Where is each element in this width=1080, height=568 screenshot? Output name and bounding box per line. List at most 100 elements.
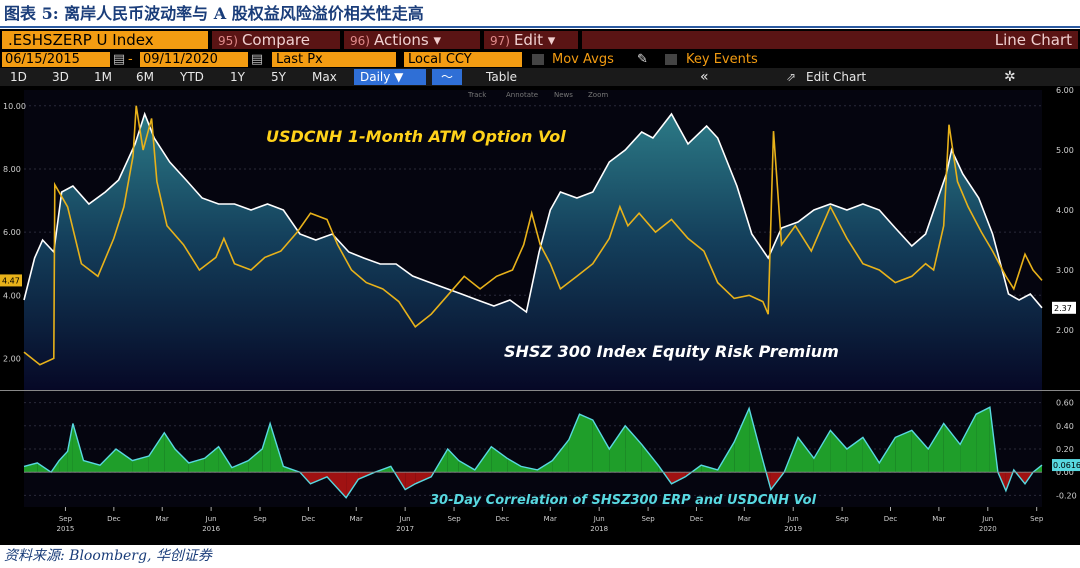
erp-line	[23, 111, 1043, 314]
timeframe-5y[interactable]: 5Y	[271, 70, 286, 84]
x-tick-label: Dec	[690, 515, 704, 523]
edit-chart-icon[interactable]: ⇗	[786, 70, 797, 84]
x-tick-label: Dec	[884, 515, 898, 523]
corr-last-value: 0.0616	[1053, 461, 1080, 470]
correlation-area-segment	[641, 444, 659, 473]
correlation-area-segment	[327, 472, 347, 498]
y-left-tick-label: 4.00	[3, 291, 21, 300]
actions-label: Actions ▾	[373, 31, 442, 49]
erp-area	[24, 114, 1042, 390]
timeframe-1m[interactable]: 1M	[94, 70, 112, 84]
bloomberg-terminal: .ESHSZERP U Index 95) Compare 96) Actions …	[0, 29, 1080, 545]
correlation-area-segment	[625, 425, 642, 473]
vol-line	[23, 105, 1043, 366]
correlation-area-segment	[928, 423, 944, 473]
correlation-area-segment	[204, 446, 219, 473]
correlation-area-segment	[248, 449, 263, 473]
collapse-icon[interactable]: «	[700, 69, 709, 85]
actions-shortcut: 96)	[350, 34, 370, 48]
timeframe-6m[interactable]: 6M	[136, 70, 154, 84]
correlation-line	[23, 406, 1043, 499]
field-select[interactable]: Last Px	[272, 52, 396, 67]
x-year-label: 2016	[202, 525, 220, 533]
frequency-select[interactable]: Daily ▼	[354, 69, 426, 85]
vol-last-value: 4.47	[2, 276, 20, 285]
calendar-icon[interactable]: ▤	[112, 52, 126, 67]
erp-series	[23, 111, 1043, 390]
axes: 2.00 4.00 6.00 8.00 10.00 2.00 3.00 4.00 5.00 6.0…	[0, 86, 1080, 533]
y-left-tick-label: 2.00	[3, 354, 21, 363]
correlation-area-segment	[671, 472, 686, 484]
x-tick-label: Mar	[156, 515, 169, 523]
correlation-area-segment	[943, 423, 961, 473]
zoom-tool[interactable]: Zoom	[588, 91, 608, 99]
calendar-icon[interactable]: ▤	[250, 52, 264, 67]
edit-shortcut: 97)	[490, 34, 510, 48]
ticker-field[interactable]: .ESHSZERP U Index	[2, 31, 208, 49]
gear-icon[interactable]: ✲	[1004, 69, 1016, 85]
x-tick-label: Jun	[399, 515, 411, 523]
correlation-area-segment	[83, 460, 100, 473]
x-tick-label: Sep	[253, 515, 267, 523]
correlation-area-segment	[67, 423, 73, 473]
start-date-field[interactable]: 06/15/2015	[2, 52, 110, 67]
news-tool[interactable]: News	[554, 91, 573, 99]
currency-select[interactable]: Local CCY	[404, 52, 522, 67]
correlation-area-segment	[609, 425, 626, 473]
correlation-area-segment	[148, 432, 165, 473]
correlation-area-segment	[59, 451, 68, 473]
timeframe-1y[interactable]: 1Y	[230, 70, 245, 84]
toolbar-dates: 06/15/2015 ▤ - 09/11/2020 ▤ Last Px Loca…	[0, 51, 1080, 68]
x-tick-label: Jun	[593, 515, 605, 523]
timeframe-ytd[interactable]: YTD	[180, 70, 204, 84]
x-tick-label: Dec	[496, 515, 510, 523]
timeframe-max[interactable]: Max	[312, 70, 337, 84]
correlation-area-segment	[100, 449, 116, 473]
key-events-checkbox[interactable]	[665, 54, 677, 65]
table-button[interactable]: Table	[486, 70, 518, 84]
y-right-tick-label: 4.00	[1056, 206, 1074, 215]
correlation-area-segment	[579, 414, 593, 473]
compare-label: Compare	[241, 31, 310, 49]
compare-button[interactable]: 95) Compare	[212, 31, 340, 49]
correlation-area-segment	[72, 423, 84, 473]
correlation-area-segment	[813, 430, 831, 473]
correlation-area-segment	[262, 423, 271, 473]
edit-menu[interactable]: 97) Edit ▾	[484, 31, 578, 49]
track-tool[interactable]: Track	[467, 91, 487, 99]
edit-chart-button[interactable]: Edit Chart	[806, 70, 867, 84]
correlation-area-segment	[447, 449, 459, 473]
chart-mini-toolbar: Track Annotate News Zoom	[467, 91, 608, 99]
vol-last-tag	[0, 274, 22, 287]
actions-menu[interactable]: 96) Actions ▾	[344, 31, 480, 49]
annotation-correlation: 30-Day Correlation of SHSZ300 ERP and US…	[430, 493, 817, 508]
correlation-area-segment	[734, 408, 750, 473]
x-tick-label: Mar	[738, 515, 751, 523]
annotate-tool[interactable]: Annotate	[506, 91, 538, 99]
toolbar-main: .ESHSZERP U Index 95) Compare 96) Actions …	[0, 29, 1080, 51]
pencil-icon[interactable]: ✎	[637, 52, 648, 67]
correlation-series	[23, 406, 1043, 499]
correlation-area-segment	[976, 407, 990, 473]
y-corr-tick-label: 0.00	[1056, 468, 1074, 477]
end-date-field[interactable]: 09/11/2020	[140, 52, 248, 67]
correlation-area-segment	[346, 472, 359, 498]
edit-label: Edit ▾	[513, 31, 556, 49]
correlation-area-segment	[415, 472, 432, 484]
y-left-tick-label: 8.00	[3, 165, 21, 174]
correlation-area-segment	[116, 449, 133, 473]
line-chart-icon[interactable]: 〜	[432, 69, 462, 85]
correlation-area-segment	[895, 430, 912, 473]
figure-title: 图表 5: 离岸人民币波动率与 A 股权益风险溢价相关性走高	[4, 4, 424, 23]
correlation-area-segment	[175, 449, 189, 473]
x-year-label: 2017	[396, 525, 414, 533]
timeframe-1d[interactable]: 1D	[10, 70, 27, 84]
chart-area[interactable]: Track Annotate News Zoom 2.00 4.00 6.00 8.0…	[0, 86, 1080, 545]
mov-avgs-checkbox[interactable]	[532, 54, 544, 65]
chart-mode-button[interactable]: Line Chart	[582, 31, 1078, 49]
y-right-tick-label: 6.00	[1056, 86, 1074, 95]
correlation-area-segment	[798, 437, 814, 473]
timeframe-3d[interactable]: 3D	[52, 70, 69, 84]
source-note: 资料来源: Bloomberg, 华创证券	[4, 548, 212, 564]
x-tick-label: Jun	[981, 515, 993, 523]
